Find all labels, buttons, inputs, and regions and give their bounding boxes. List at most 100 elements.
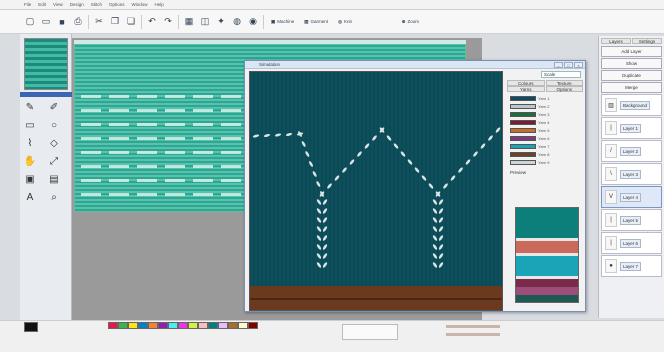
menu-window[interactable]: Window xyxy=(131,2,148,7)
menu-stitch[interactable]: Stitch xyxy=(90,2,102,7)
yarn-swatch[interactable]: Yarn 5 xyxy=(510,127,583,134)
yarn-swatch-label: Yarn 7 xyxy=(538,144,550,149)
yarn-swatch[interactable]: Yarn 3 xyxy=(510,111,583,118)
palette-color-swatch[interactable] xyxy=(198,322,208,329)
print-icon[interactable]: ⎙ xyxy=(74,16,82,26)
garment-button[interactable]: ▥ Garment xyxy=(304,18,329,25)
tab-options[interactable]: Options xyxy=(545,86,583,92)
layer-row[interactable]: ● Layer 7 xyxy=(601,255,662,277)
palette-color-swatch[interactable] xyxy=(108,322,118,329)
palette-color-swatch[interactable] xyxy=(158,322,168,329)
menu-design[interactable]: Design xyxy=(69,2,84,7)
palette-color-swatch[interactable] xyxy=(248,322,258,329)
design-cell xyxy=(221,123,241,126)
stitch-mark xyxy=(309,161,313,167)
layer-row[interactable]: / Layer 2 xyxy=(601,140,662,162)
foreground-color-swatch[interactable] xyxy=(24,322,38,332)
stitch-mark xyxy=(432,253,438,259)
zoom-button[interactable]: ⊕ Zoom xyxy=(401,18,420,25)
select-tool-icon[interactable]: ▣ xyxy=(25,173,35,185)
stitch-icon[interactable]: ✦ xyxy=(217,16,225,26)
stitch-mark xyxy=(322,208,328,214)
menu-options[interactable]: Options xyxy=(109,2,125,7)
layer-row[interactable]: V Layer 4 xyxy=(601,186,662,208)
tab-layers[interactable]: Layers xyxy=(601,38,631,44)
resize-tool-icon[interactable]: ⤢ xyxy=(50,155,58,167)
yarn-color-chip xyxy=(510,160,536,165)
cut-icon[interactable]: ✂ xyxy=(95,16,103,26)
new-file-icon[interactable]: ▢ xyxy=(25,16,35,26)
design-cell xyxy=(81,109,101,112)
zoom-tool-icon[interactable]: ⌕ xyxy=(51,191,57,203)
scale-field[interactable]: Scale xyxy=(541,71,581,78)
ellipse-tool-icon[interactable]: ○ xyxy=(50,119,58,131)
yarn-swatch[interactable]: Yarn 1 xyxy=(510,95,583,102)
minimize-icon[interactable]: – xyxy=(554,62,563,68)
yarn-swatch[interactable]: Yarn 7 xyxy=(510,143,583,150)
merge-button[interactable]: Merge xyxy=(601,82,662,93)
palette-color-swatch[interactable] xyxy=(228,322,238,329)
fill-tool-icon[interactable]: ▤ xyxy=(49,173,59,185)
undo-icon[interactable]: ↶ xyxy=(148,16,156,26)
palette-color-swatch[interactable] xyxy=(188,322,198,329)
polygon-tool-icon[interactable]: ◇ xyxy=(50,137,58,149)
knit-button[interactable]: ◎ Knit xyxy=(338,18,352,25)
yarn-swatch[interactable]: Yarn 9 xyxy=(510,159,583,166)
layer-row[interactable]: | Layer 5 xyxy=(601,209,662,231)
stitch-mark xyxy=(334,175,340,181)
menu-file[interactable]: File xyxy=(24,2,32,7)
grid-icon[interactable]: ▦ xyxy=(184,16,194,26)
stitch-mark xyxy=(263,133,271,138)
palette-color-swatch[interactable] xyxy=(208,322,218,329)
tab-yarns[interactable]: Yarns xyxy=(507,86,545,92)
pencil-tool-icon[interactable]: ✎ xyxy=(25,101,35,113)
add-layer-button[interactable]: Add Layer xyxy=(601,46,662,57)
open-folder-icon[interactable]: ▭ xyxy=(41,16,51,26)
show-button[interactable]: Show xyxy=(601,58,662,69)
palette-color-swatch[interactable] xyxy=(148,322,158,329)
rectangle-tool-icon[interactable]: ▭ xyxy=(25,119,35,131)
tab-colours[interactable]: Colours xyxy=(507,80,545,86)
camera-icon[interactable]: ◉ xyxy=(249,16,257,26)
paste-icon[interactable]: ❏ xyxy=(126,16,136,26)
chart-icon[interactable]: ◫ xyxy=(200,16,210,26)
yarn-swatch[interactable]: Yarn 2 xyxy=(510,103,583,110)
design-thumbnail[interactable] xyxy=(24,38,68,90)
maximize-icon[interactable]: □ xyxy=(564,62,573,68)
menu-help[interactable]: Help xyxy=(154,2,164,7)
copy-icon[interactable]: ❐ xyxy=(110,16,120,26)
palette-color-swatch[interactable] xyxy=(178,322,188,329)
line-tool-icon[interactable]: ⌇ xyxy=(27,137,33,149)
palette-color-swatch[interactable] xyxy=(118,322,128,329)
layer-row[interactable]: ▥ Background xyxy=(601,94,662,116)
hand-tool-icon[interactable]: ✋ xyxy=(23,155,37,167)
save-icon[interactable]: ■ xyxy=(59,16,65,27)
layer-row[interactable]: | Layer 1 xyxy=(601,117,662,139)
design-cell xyxy=(193,123,213,126)
knit-simulation-view[interactable] xyxy=(249,71,503,311)
design-cell xyxy=(137,179,157,182)
tab-texture[interactable]: Texture xyxy=(545,80,583,86)
palette-color-swatch[interactable] xyxy=(128,322,138,329)
layer-row[interactable]: \ Layer 3 xyxy=(601,163,662,185)
menu-view[interactable]: View xyxy=(53,2,63,7)
brush-tool-icon[interactable]: ✐ xyxy=(49,101,59,113)
layer-row[interactable]: | Layer 6 xyxy=(601,232,662,254)
palette-color-swatch[interactable] xyxy=(138,322,148,329)
palette-color-swatch[interactable] xyxy=(218,322,228,329)
close-icon[interactable]: × xyxy=(574,62,583,68)
tab-settings[interactable]: Settings xyxy=(632,38,662,44)
text-tool-icon[interactable]: A xyxy=(26,191,34,203)
yarn-swatch[interactable]: Yarn 4 xyxy=(510,119,583,126)
yarn-icon[interactable]: ◍ xyxy=(233,16,241,26)
menu-edit[interactable]: Edit xyxy=(38,2,47,7)
machine-button[interactable]: ▣ Machine xyxy=(271,18,295,25)
yarn-swatch-label: Yarn 6 xyxy=(538,136,550,141)
palette-color-swatch[interactable] xyxy=(238,322,248,329)
yarn-swatch[interactable]: Yarn 6 xyxy=(510,135,583,142)
palette-color-swatch[interactable] xyxy=(168,322,178,329)
duplicate-button[interactable]: Duplicate xyxy=(601,70,662,81)
layer-label: Layer 1 xyxy=(620,123,642,133)
yarn-swatch[interactable]: Yarn 8 xyxy=(510,151,583,158)
redo-icon[interactable]: ↷ xyxy=(164,16,172,26)
